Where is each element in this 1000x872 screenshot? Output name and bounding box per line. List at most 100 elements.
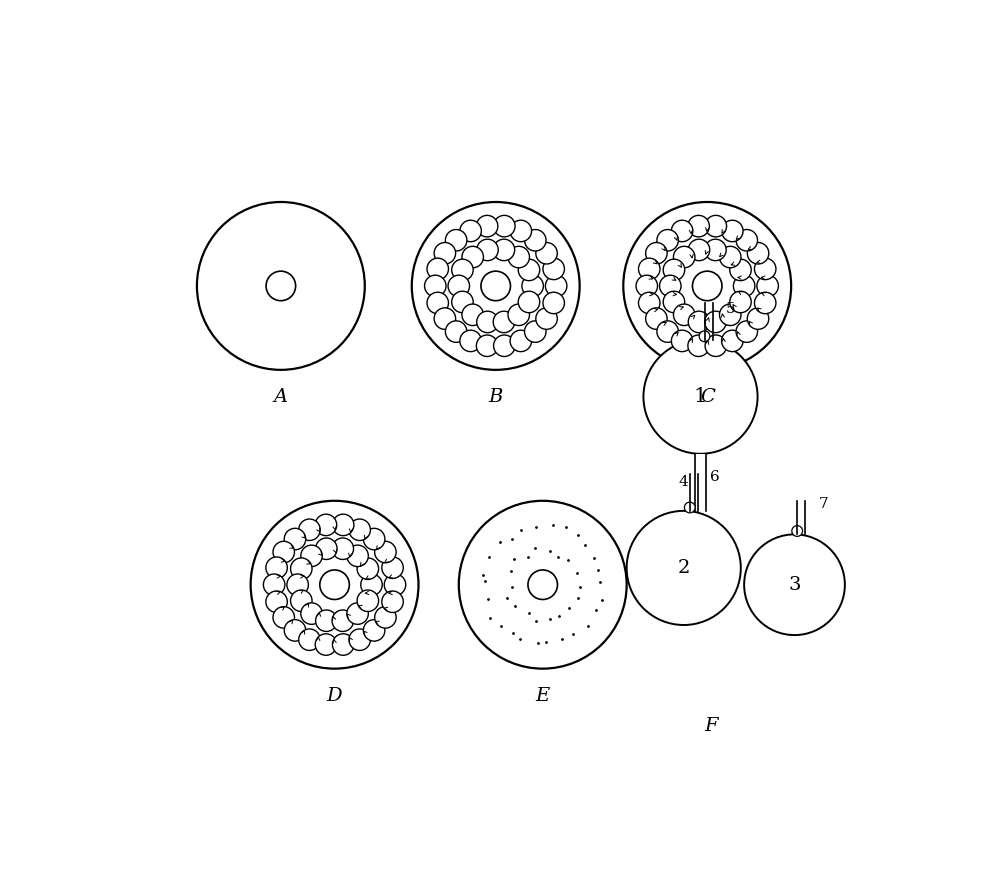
Text: 7: 7	[819, 498, 828, 512]
Circle shape	[291, 590, 312, 611]
Circle shape	[273, 607, 294, 628]
Circle shape	[730, 259, 751, 281]
Circle shape	[518, 259, 540, 281]
Circle shape	[792, 526, 803, 536]
Circle shape	[287, 574, 308, 596]
Text: F: F	[704, 717, 717, 735]
Circle shape	[688, 215, 709, 237]
Circle shape	[357, 590, 379, 611]
Circle shape	[754, 258, 776, 280]
Circle shape	[671, 330, 693, 351]
Circle shape	[363, 620, 385, 641]
Circle shape	[299, 519, 320, 541]
Circle shape	[757, 276, 778, 296]
Circle shape	[476, 215, 498, 237]
Circle shape	[518, 291, 540, 313]
Circle shape	[332, 634, 354, 655]
Circle shape	[646, 308, 667, 330]
Circle shape	[315, 634, 337, 655]
Circle shape	[747, 308, 769, 330]
Circle shape	[462, 304, 483, 325]
Circle shape	[638, 292, 660, 314]
Circle shape	[315, 514, 337, 535]
Circle shape	[525, 321, 546, 343]
Circle shape	[754, 292, 776, 314]
Circle shape	[663, 259, 685, 281]
Circle shape	[636, 276, 658, 296]
Circle shape	[481, 271, 510, 301]
Circle shape	[510, 330, 532, 351]
Circle shape	[660, 276, 681, 296]
Circle shape	[452, 259, 473, 281]
Circle shape	[301, 603, 322, 624]
Circle shape	[508, 304, 529, 325]
Circle shape	[361, 574, 382, 596]
Circle shape	[459, 501, 627, 669]
Circle shape	[375, 542, 396, 562]
Text: 5: 5	[726, 303, 736, 317]
Circle shape	[445, 321, 467, 343]
Circle shape	[536, 242, 557, 264]
Circle shape	[460, 221, 481, 242]
Circle shape	[733, 276, 755, 296]
Circle shape	[545, 276, 567, 296]
Circle shape	[747, 242, 769, 264]
Circle shape	[332, 610, 354, 631]
Circle shape	[684, 502, 695, 513]
Circle shape	[705, 335, 727, 357]
Circle shape	[427, 258, 448, 280]
Circle shape	[673, 246, 695, 268]
Circle shape	[284, 620, 306, 641]
Circle shape	[266, 557, 287, 578]
Text: E: E	[536, 686, 550, 705]
Circle shape	[688, 239, 710, 261]
Circle shape	[536, 308, 557, 330]
Circle shape	[525, 229, 546, 251]
Circle shape	[623, 202, 791, 370]
Circle shape	[494, 335, 515, 357]
Text: 3: 3	[788, 576, 801, 594]
Circle shape	[657, 229, 678, 251]
Circle shape	[197, 202, 365, 370]
Circle shape	[332, 514, 354, 535]
Circle shape	[657, 321, 678, 343]
Text: 2: 2	[678, 559, 690, 577]
Circle shape	[699, 330, 710, 342]
Circle shape	[266, 271, 296, 301]
Circle shape	[434, 242, 456, 264]
Text: C: C	[700, 388, 715, 405]
Text: 6: 6	[710, 470, 720, 484]
Circle shape	[528, 570, 557, 599]
Circle shape	[462, 246, 483, 268]
Circle shape	[722, 330, 743, 351]
Circle shape	[736, 229, 758, 251]
Circle shape	[508, 246, 529, 268]
Circle shape	[543, 292, 564, 314]
Text: D: D	[327, 686, 342, 705]
Circle shape	[434, 308, 456, 330]
Circle shape	[460, 330, 481, 351]
Circle shape	[273, 542, 294, 562]
Text: B: B	[489, 388, 503, 405]
Circle shape	[382, 591, 403, 612]
Circle shape	[332, 538, 354, 560]
Circle shape	[347, 545, 368, 567]
Circle shape	[316, 538, 337, 560]
Circle shape	[412, 202, 580, 370]
Circle shape	[299, 629, 320, 651]
Circle shape	[627, 511, 741, 625]
Text: 4: 4	[678, 475, 688, 489]
Circle shape	[646, 242, 667, 264]
Circle shape	[251, 501, 418, 669]
Circle shape	[384, 574, 406, 596]
Circle shape	[316, 610, 337, 631]
Circle shape	[744, 535, 845, 635]
Circle shape	[673, 304, 695, 325]
Bar	[695, 453, 706, 511]
Circle shape	[263, 574, 285, 596]
Circle shape	[494, 215, 515, 237]
Circle shape	[736, 321, 758, 343]
Text: A: A	[274, 388, 288, 405]
Circle shape	[291, 558, 312, 579]
Circle shape	[382, 557, 403, 578]
